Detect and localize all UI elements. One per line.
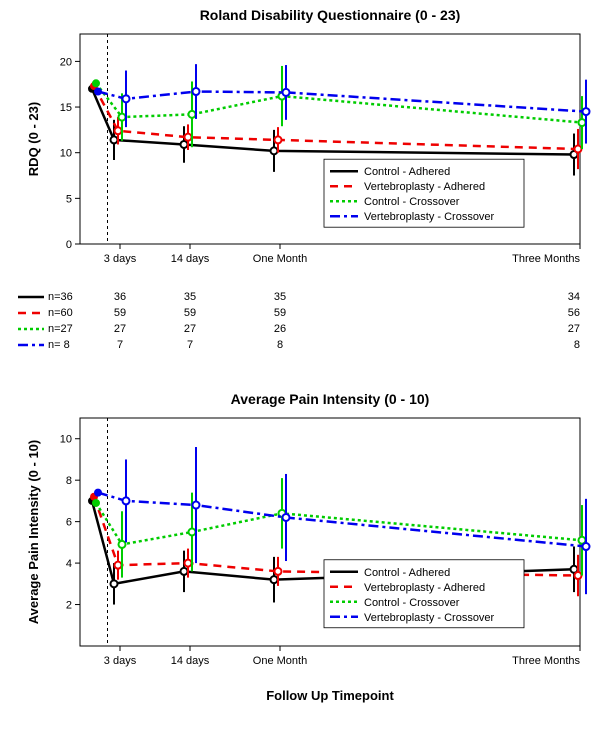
svg-text:8: 8 bbox=[277, 339, 283, 351]
svg-text:59: 59 bbox=[184, 307, 196, 319]
svg-text:20: 20 bbox=[60, 56, 72, 68]
svg-text:One Month: One Month bbox=[253, 655, 307, 667]
svg-text:6: 6 bbox=[66, 517, 72, 529]
svg-text:8: 8 bbox=[66, 475, 72, 487]
svg-text:Follow Up Timepoint: Follow Up Timepoint bbox=[266, 688, 394, 703]
svg-text:Three Months: Three Months bbox=[512, 253, 580, 265]
svg-text:14 days: 14 days bbox=[171, 253, 210, 265]
svg-text:0: 0 bbox=[66, 239, 72, 251]
svg-text:3 days: 3 days bbox=[104, 253, 137, 265]
svg-text:10: 10 bbox=[60, 148, 72, 160]
svg-text:Average Pain Intensity (0 - 10: Average Pain Intensity (0 - 10) bbox=[231, 391, 430, 407]
svg-text:14 days: 14 days bbox=[171, 655, 210, 667]
svg-text:59: 59 bbox=[114, 307, 126, 319]
svg-text:RDQ (0 - 23): RDQ (0 - 23) bbox=[26, 102, 41, 176]
svg-text:8: 8 bbox=[574, 339, 580, 351]
svg-text:Vertebroplasty - Adhered: Vertebroplasty - Adhered bbox=[364, 181, 485, 193]
svg-text:2: 2 bbox=[66, 600, 72, 612]
svg-text:n= 8: n= 8 bbox=[48, 339, 70, 351]
svg-text:Vertebroplasty - Crossover: Vertebroplasty - Crossover bbox=[364, 612, 495, 624]
svg-text:Control - Crossover: Control - Crossover bbox=[364, 597, 460, 609]
svg-text:3 days: 3 days bbox=[104, 655, 137, 667]
svg-text:35: 35 bbox=[274, 291, 286, 303]
svg-text:15: 15 bbox=[60, 102, 72, 114]
svg-text:27: 27 bbox=[568, 323, 580, 335]
svg-text:Control - Adhered: Control - Adhered bbox=[364, 166, 450, 178]
svg-text:Control - Adhered: Control - Adhered bbox=[364, 567, 450, 579]
svg-text:27: 27 bbox=[184, 323, 196, 335]
svg-text:26: 26 bbox=[274, 323, 286, 335]
svg-text:Average Pain Intensity (0 - 10: Average Pain Intensity (0 - 10) bbox=[26, 440, 41, 624]
svg-text:36: 36 bbox=[114, 291, 126, 303]
svg-text:34: 34 bbox=[568, 291, 580, 303]
svg-text:56: 56 bbox=[568, 307, 580, 319]
svg-text:n=36: n=36 bbox=[48, 291, 73, 303]
svg-text:10: 10 bbox=[60, 434, 72, 446]
svg-text:Vertebroplasty - Crossover: Vertebroplasty - Crossover bbox=[364, 211, 495, 223]
svg-text:7: 7 bbox=[117, 339, 123, 351]
svg-text:n=60: n=60 bbox=[48, 307, 73, 319]
svg-text:59: 59 bbox=[274, 307, 286, 319]
svg-text:Control - Crossover: Control - Crossover bbox=[364, 196, 460, 208]
svg-text:Three Months: Three Months bbox=[512, 655, 580, 667]
svg-text:27: 27 bbox=[114, 323, 126, 335]
svg-text:Vertebroplasty - Adhered: Vertebroplasty - Adhered bbox=[364, 582, 485, 594]
svg-text:35: 35 bbox=[184, 291, 196, 303]
svg-text:Roland Disability Questionnair: Roland Disability Questionnaire (0 - 23) bbox=[200, 7, 461, 23]
svg-text:4: 4 bbox=[66, 558, 72, 570]
chart-svg: Roland Disability Questionnaire (0 - 23)… bbox=[0, 0, 602, 730]
svg-text:5: 5 bbox=[66, 193, 72, 205]
svg-text:n=27: n=27 bbox=[48, 323, 73, 335]
svg-text:7: 7 bbox=[187, 339, 193, 351]
svg-text:One Month: One Month bbox=[253, 253, 307, 265]
